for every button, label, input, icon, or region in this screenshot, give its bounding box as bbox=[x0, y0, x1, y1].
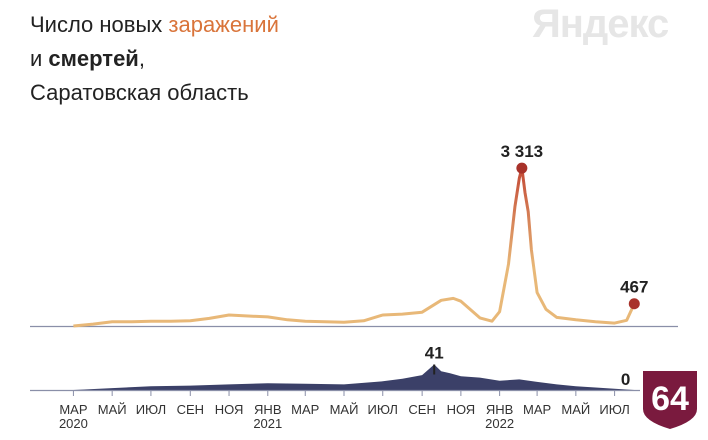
x-tick-label: ЯНВ bbox=[254, 402, 281, 417]
x-tick-label: ИЮЛ bbox=[368, 402, 398, 417]
x-tick-year: 2022 bbox=[485, 416, 514, 431]
x-tick-label: МАЙ bbox=[330, 402, 359, 417]
x-tick-label: ЯНВ bbox=[486, 402, 513, 417]
x-tick-label: МАР bbox=[523, 402, 551, 417]
deaths-series-area bbox=[73, 364, 635, 390]
deaths-data-label: 41 bbox=[425, 343, 444, 362]
region-badge: 64 bbox=[643, 371, 697, 429]
title-line2-prefix: и bbox=[30, 46, 49, 71]
title-line-3: Саратовская область bbox=[30, 80, 249, 105]
title-line2-suffix: , bbox=[138, 46, 145, 71]
badge-text: 64 bbox=[651, 380, 689, 418]
cases-data-label: 3 313 bbox=[501, 142, 544, 161]
x-tick-label: МАР bbox=[59, 402, 87, 417]
title-prefix: Число новых bbox=[30, 12, 169, 37]
title-line2-bold: смертей bbox=[48, 46, 139, 71]
x-tick-label: СЕН bbox=[408, 402, 435, 417]
x-tick-label: МАР bbox=[291, 402, 319, 417]
cases-chart: 3 313 467 bbox=[30, 142, 678, 328]
title-line-2: и смертей, bbox=[30, 42, 279, 76]
x-tick-label: МАЙ bbox=[98, 402, 127, 417]
cases-marker bbox=[516, 162, 528, 174]
cases-marker bbox=[628, 298, 640, 310]
chart-title: Число новых заражений и смертей, Саратов… bbox=[30, 8, 279, 110]
yandex-logo: Яндекс bbox=[532, 2, 669, 46]
x-tick-label: ИЮЛ bbox=[136, 402, 166, 417]
title-accent: заражений bbox=[168, 12, 279, 37]
x-tick-label: СЕН bbox=[177, 402, 204, 417]
cases-series-line bbox=[73, 166, 636, 328]
title-line-1: Число новых заражений bbox=[30, 8, 279, 42]
cases-data-label: 467 bbox=[620, 278, 648, 297]
x-tick-label: МАЙ bbox=[561, 402, 590, 417]
x-tick-label: НОЯ bbox=[447, 402, 476, 417]
x-tick-label: ИЮЛ bbox=[599, 402, 629, 417]
x-tick-year: 2021 bbox=[253, 416, 282, 431]
deaths-data-label: 0 bbox=[621, 370, 630, 389]
badge-shield bbox=[643, 371, 697, 429]
x-tick-year: 2020 bbox=[59, 416, 88, 431]
deaths-chart: 41 0 bbox=[30, 343, 640, 392]
x-tick-label: НОЯ bbox=[215, 402, 244, 417]
